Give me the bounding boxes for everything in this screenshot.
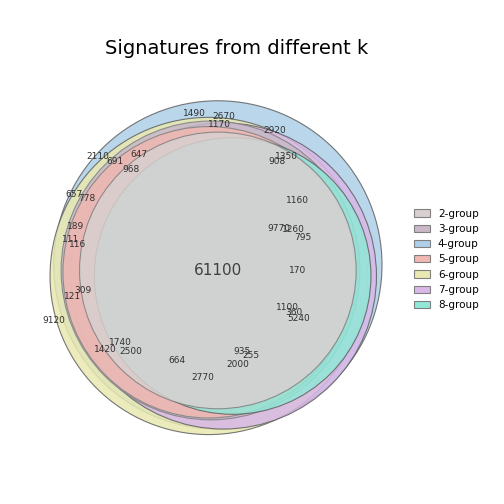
Text: 2500: 2500 (120, 347, 143, 356)
Text: 189: 189 (67, 222, 85, 231)
Text: 2000: 2000 (227, 360, 249, 369)
Legend: 2-group, 3-group, 4-group, 5-group, 6-group, 7-group, 8-group: 2-group, 3-group, 4-group, 5-group, 6-gr… (410, 205, 483, 314)
Circle shape (80, 132, 356, 409)
Text: 121: 121 (64, 292, 81, 301)
Circle shape (71, 123, 376, 429)
Text: 61100: 61100 (194, 263, 242, 278)
Text: 935: 935 (233, 347, 250, 356)
Text: 9770: 9770 (267, 224, 290, 232)
Text: 1170: 1170 (208, 120, 231, 129)
Text: 9120: 9120 (42, 316, 65, 325)
Text: 778: 778 (78, 194, 96, 203)
Circle shape (63, 127, 354, 418)
Title: Signatures from different k: Signatures from different k (105, 39, 368, 57)
Text: 2770: 2770 (192, 373, 215, 382)
Text: 795: 795 (294, 233, 311, 242)
Text: 1100: 1100 (277, 303, 299, 312)
Text: 1160: 1160 (286, 196, 308, 205)
Text: 647: 647 (130, 150, 147, 159)
Text: 691: 691 (106, 157, 123, 166)
Text: 1350: 1350 (275, 152, 297, 161)
Text: 1740: 1740 (109, 338, 132, 347)
Text: 2110: 2110 (87, 152, 109, 161)
Text: 255: 255 (242, 351, 260, 360)
Circle shape (94, 138, 371, 414)
Circle shape (54, 101, 382, 429)
Text: 5240: 5240 (288, 314, 310, 323)
Circle shape (61, 121, 360, 420)
Text: 360: 360 (285, 308, 302, 318)
Text: 1260: 1260 (282, 225, 305, 234)
Text: 2920: 2920 (264, 126, 286, 135)
Text: 968: 968 (122, 164, 140, 173)
Text: 116: 116 (69, 240, 86, 249)
Text: 111: 111 (61, 234, 79, 243)
Text: 1490: 1490 (182, 109, 205, 118)
Text: 1420: 1420 (94, 345, 117, 354)
Text: 170: 170 (289, 266, 306, 275)
Text: 908: 908 (268, 157, 285, 166)
Text: 309: 309 (75, 286, 92, 295)
Text: 657: 657 (66, 191, 83, 199)
Circle shape (50, 117, 367, 434)
Text: 664: 664 (169, 356, 186, 365)
Text: 2670: 2670 (212, 112, 235, 121)
